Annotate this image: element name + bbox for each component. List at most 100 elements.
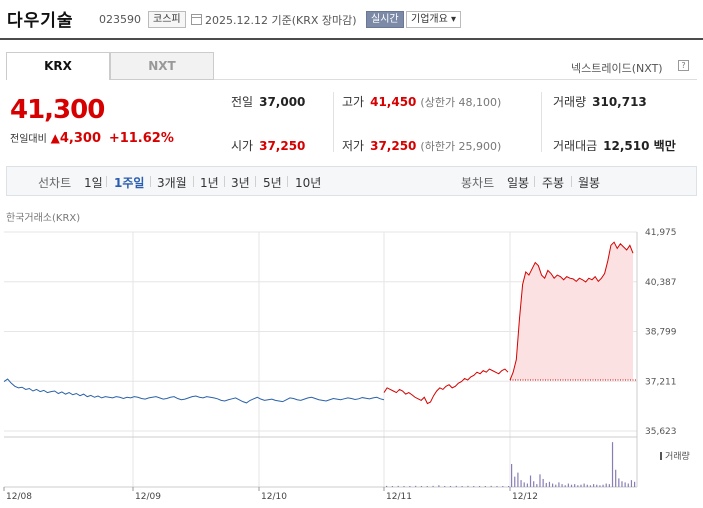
series-line-1212 (509, 241, 634, 381)
volume-bar (574, 484, 576, 487)
volume-bar (586, 484, 588, 487)
candle-daily[interactable]: 일봉 (507, 176, 530, 190)
x-tick-label: 12/08 (6, 492, 32, 502)
period-5y[interactable]: 5년 (263, 176, 282, 190)
volume-bar (555, 484, 557, 487)
divider (541, 92, 542, 152)
volume-bar (508, 486, 510, 487)
x-tick-label: 12/09 (135, 492, 161, 502)
volume-bar (461, 486, 463, 487)
volume-bar (520, 480, 522, 487)
volume-bar (548, 481, 551, 487)
volume-bar (536, 484, 538, 487)
y-tick-label: 41,975 (645, 228, 677, 238)
price-change: 전일대비 ▲4,300 +11.62% (10, 130, 174, 146)
volume-bar (589, 485, 592, 487)
area-fill-1212 (510, 242, 633, 381)
stat-value: 37,250 (259, 139, 306, 153)
y-tick-label: 35,623 (645, 427, 677, 437)
volume-bar (558, 482, 560, 487)
stat-high: 고가 41,450 (상한가 48,100) (342, 93, 501, 110)
volume-bar (455, 485, 457, 487)
realtime-button[interactable]: 실시간 (366, 11, 404, 28)
volume-bar (545, 482, 547, 487)
volume-bar (496, 486, 498, 487)
volume-bar (444, 486, 446, 487)
up-triangle-icon: ▲ (50, 131, 60, 145)
y-tick-label: 40,387 (645, 278, 677, 288)
x-tick-label: 12/10 (261, 492, 287, 502)
volume-bar (478, 486, 481, 487)
volume-bar (432, 485, 434, 487)
volume-bar (567, 483, 569, 487)
volume-bar (630, 480, 633, 487)
volume-bar (391, 486, 394, 487)
nextrade-link[interactable]: 넥스트레이드(NXT) (571, 62, 663, 75)
stat-label: 전일 (231, 95, 254, 109)
stat-value: 37,000 (259, 95, 306, 109)
period-3m[interactable]: 3개월 (157, 176, 187, 190)
candle-monthly[interactable]: 월봉 (578, 176, 601, 190)
volume-bar (409, 486, 411, 487)
divider (333, 92, 334, 152)
volume-bar (602, 484, 604, 487)
change-percent: +11.62% (108, 131, 174, 146)
help-icon[interactable]: ? (678, 60, 689, 71)
stat-label: 시가 (231, 139, 254, 153)
volume-bar (561, 484, 563, 487)
volume-bar (484, 486, 486, 487)
volume-bar (526, 483, 528, 487)
period-1y[interactable]: 1년 (200, 176, 219, 190)
stat-value: 12,510 백만 (603, 139, 676, 153)
stock-name: 다우기술 (7, 11, 74, 31)
volume-bar (570, 484, 573, 487)
volume-bar (449, 486, 452, 487)
volume-legend: 거래량 (660, 449, 690, 462)
stat-prev-close: 전일 37,000 (231, 93, 305, 110)
stock-code: 023590 (99, 13, 141, 26)
change-value: 4,300 (59, 131, 101, 146)
volume-bar (502, 486, 504, 487)
tab-krx[interactable]: KRX (6, 52, 110, 80)
volume-bar (539, 474, 541, 487)
volume-bar (593, 484, 595, 487)
volume-bar (386, 485, 388, 487)
volume-bar (583, 483, 585, 487)
period-1w[interactable]: 1주일 (114, 176, 145, 190)
period-1d[interactable]: 1일 (84, 176, 103, 190)
volume-bar (624, 482, 626, 487)
y-tick-label: 37,211 (645, 377, 677, 387)
as-of-date: 2025.12.12 기준(KRX 장마감) (205, 14, 357, 27)
tab-divider (214, 79, 697, 80)
volume-bar (634, 481, 636, 487)
volume-bar (420, 486, 423, 487)
volume-bar (426, 486, 428, 487)
volume-bar (627, 483, 629, 487)
period-10y[interactable]: 10년 (295, 176, 322, 190)
candle-weekly[interactable]: 주봉 (542, 176, 565, 190)
volume-bar (403, 486, 405, 487)
volume-bar (415, 485, 417, 487)
volume-bar (514, 476, 516, 487)
volume-bar (529, 475, 532, 487)
volume-bar (542, 478, 544, 487)
volume-bar (397, 485, 399, 487)
period-bar: 선차트 1일 1주일 3개월 1년 3년 5년 10년 봉차트 일봉 주봉 월봉 (6, 166, 697, 196)
calendar-icon (191, 14, 202, 25)
x-tick-label: 12/12 (512, 492, 538, 502)
volume-bar (467, 485, 469, 487)
volume-bar (608, 484, 610, 487)
volume-bar (577, 485, 579, 487)
volume-bar (564, 485, 566, 487)
volume-bar (490, 485, 492, 487)
tab-nxt[interactable]: NXT (110, 52, 214, 80)
stat-open: 시가 37,250 (231, 137, 305, 154)
stock-header: 다우기술 023590 코스피 2025.12.12 기준(KRX 장마감) 실… (0, 0, 703, 40)
change-label: 전일대비 (10, 134, 47, 145)
chart-source: 한국거래소(KRX) (6, 213, 81, 224)
period-3y[interactable]: 3년 (231, 176, 250, 190)
company-overview-button[interactable]: 기업개요 ▾ (406, 11, 461, 28)
volume-bar (615, 469, 617, 487)
volume-bar (580, 484, 582, 487)
